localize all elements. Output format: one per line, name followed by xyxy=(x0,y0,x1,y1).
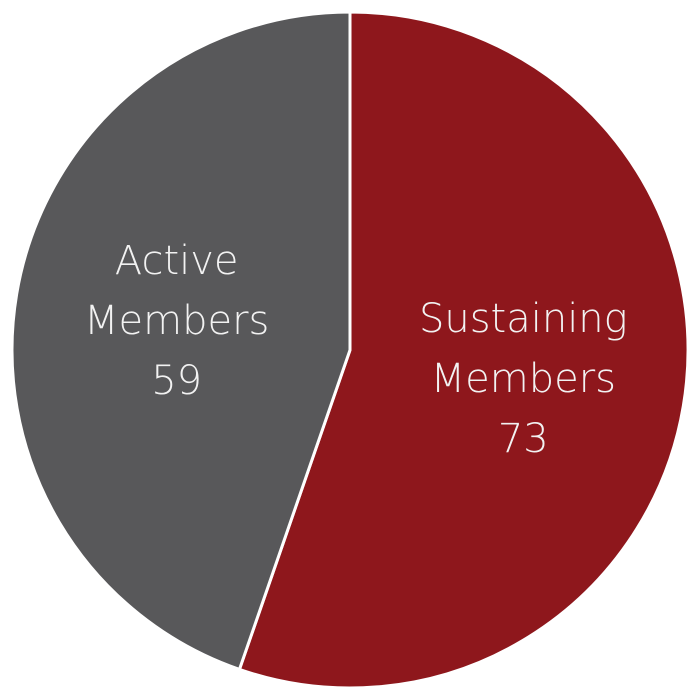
pie-slice xyxy=(237,10,689,689)
slice-name: Sustaining Members xyxy=(418,296,628,403)
slice-label: Active Members 59 xyxy=(42,231,312,411)
slice-name: Active Members xyxy=(83,237,270,344)
slice-label: Sustaining Members 73 xyxy=(388,289,658,469)
slice-value: 73 xyxy=(497,416,549,463)
slice-value: 59 xyxy=(151,357,203,404)
pie-slice xyxy=(10,10,352,671)
